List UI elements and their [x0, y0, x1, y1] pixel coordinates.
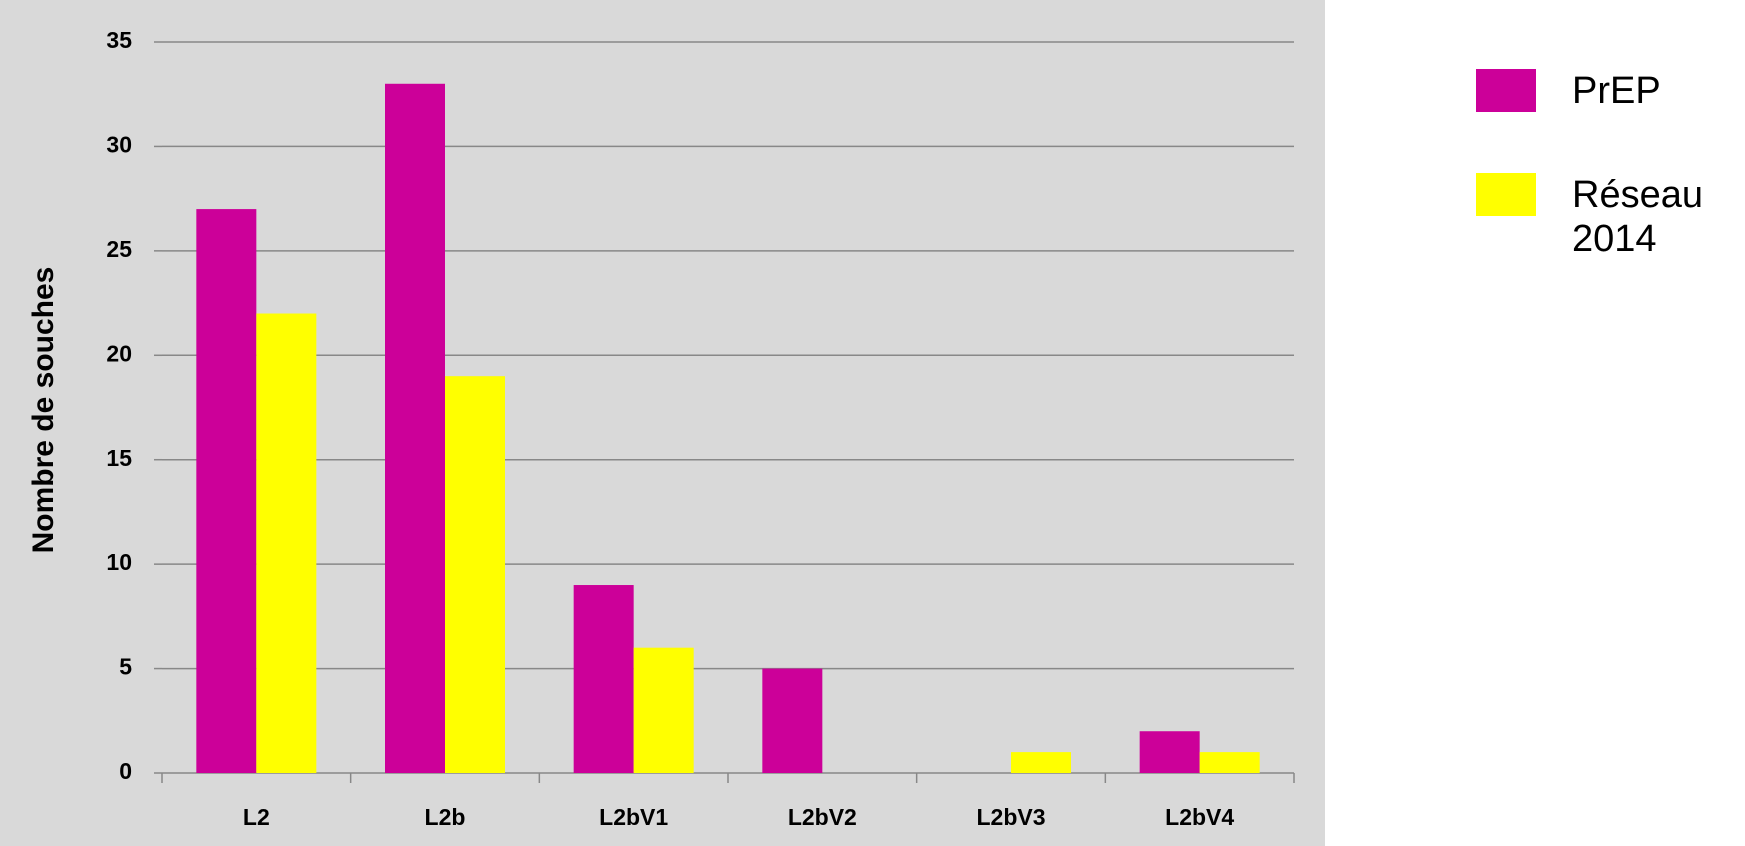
legend-swatch [1476, 69, 1536, 112]
bar [1011, 752, 1071, 773]
y-tick-label: 10 [106, 549, 132, 575]
y-tick-label: 0 [119, 758, 132, 784]
bar [633, 647, 694, 773]
bar [573, 585, 634, 773]
bar [762, 668, 823, 773]
y-tick-label: 25 [106, 236, 132, 262]
bar [445, 376, 505, 773]
x-tick-label: L2bV3 [976, 804, 1045, 830]
legend-swatch [1476, 173, 1536, 216]
bar [1199, 752, 1260, 773]
y-tick-label: 30 [106, 132, 132, 158]
y-tick-label: 35 [106, 27, 132, 53]
bar [256, 313, 317, 773]
legend-label: Réseau 2014 [1572, 174, 1703, 260]
bar [196, 209, 257, 774]
y-axis-label: Nombre de souches [27, 267, 60, 554]
y-tick-label: 15 [106, 445, 132, 471]
bar [1139, 731, 1200, 773]
legend-label: PrEP [1572, 70, 1661, 112]
x-tick-label: L2 [243, 804, 270, 830]
y-tick-label: 20 [106, 340, 132, 366]
x-tick-label: L2bV1 [599, 804, 668, 830]
x-tick-label: L2bV2 [788, 804, 857, 830]
bar [385, 83, 445, 774]
y-tick-label: 5 [119, 654, 132, 680]
x-tick-label: L2b [425, 804, 466, 830]
x-tick-label: L2bV4 [1165, 804, 1234, 830]
